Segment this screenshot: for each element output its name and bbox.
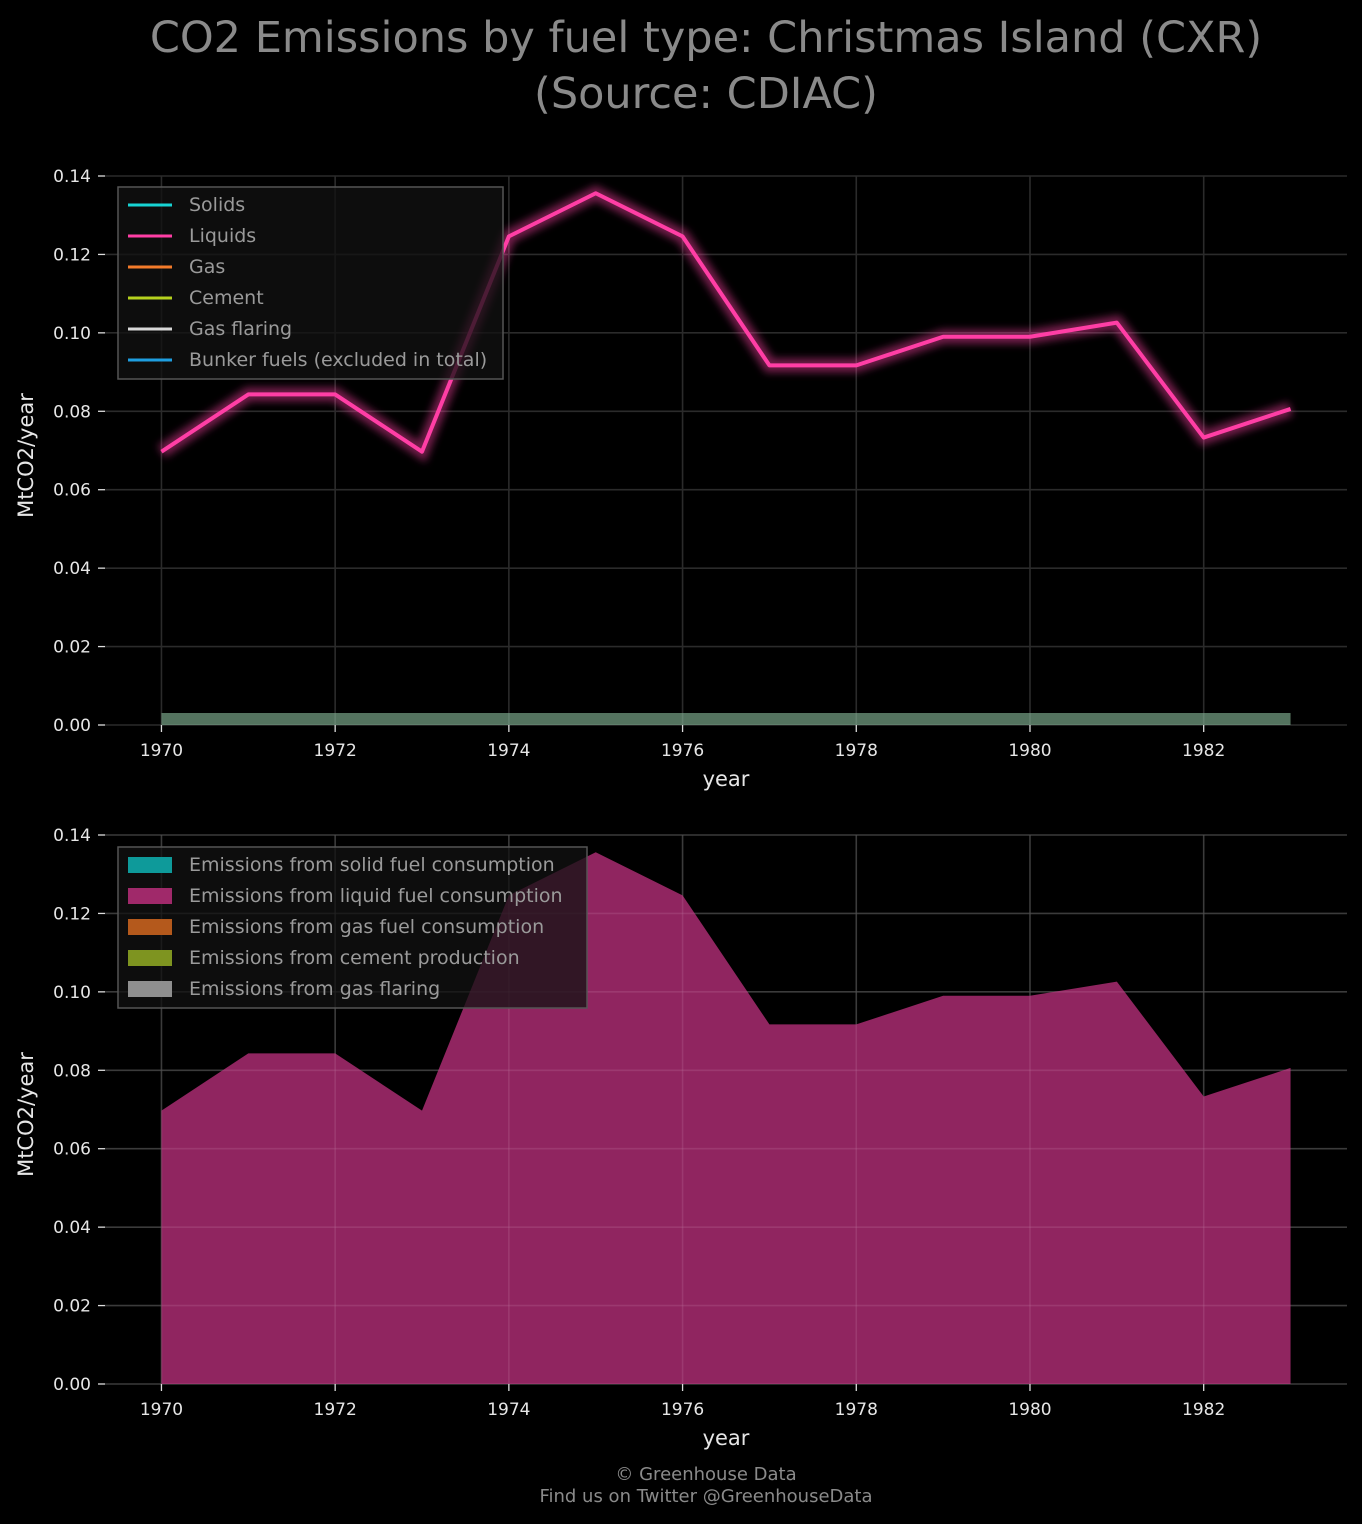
legend-label: Emissions from liquid fuel consumption xyxy=(189,885,563,907)
legend-swatch xyxy=(128,888,172,904)
legend-box xyxy=(117,186,504,380)
x-tick-label: 1978 xyxy=(835,1400,878,1420)
legend-label: Gas flaring xyxy=(189,318,292,340)
legend-label: Cement xyxy=(189,287,264,309)
chart-title-line2: (Source: CDIAC) xyxy=(534,69,878,119)
x-tick-label: 1970 xyxy=(140,1400,183,1420)
legend-swatch xyxy=(128,919,172,935)
x-tick-label: 1982 xyxy=(1182,741,1225,761)
y-tick-label: 0.04 xyxy=(53,559,91,579)
legend-swatch xyxy=(128,981,172,997)
x-tick-label: 1972 xyxy=(314,741,357,761)
y-tick-label: 0.06 xyxy=(53,481,91,501)
legend-label: Gas xyxy=(189,256,225,278)
y-tick-label: 0.10 xyxy=(53,983,91,1003)
y-tick-label: 0.00 xyxy=(53,716,91,736)
chart-title: CO2 Emissions by fuel type: Christmas Is… xyxy=(0,10,1362,122)
footer: © Greenhouse Data Find us on Twitter @Gr… xyxy=(0,1464,1362,1508)
legend-label: Emissions from solid fuel consumption xyxy=(189,854,555,876)
x-tick-label: 1974 xyxy=(487,741,530,761)
y-tick-label: 0.10 xyxy=(53,324,91,344)
x-axis-label: year xyxy=(703,1426,750,1450)
x-tick-label: 1976 xyxy=(661,1400,704,1420)
y-tick-label: 0.14 xyxy=(53,826,91,846)
x-tick-label: 1972 xyxy=(314,1400,357,1420)
legend-swatch xyxy=(128,950,172,966)
y-tick-label: 0.14 xyxy=(53,167,91,187)
y-tick-label: 0.02 xyxy=(53,638,91,658)
line-chart-panel: 0.00 0.02 0.04 0.06 0.08 0.10 0.12 0.14 1970 1972… xyxy=(14,167,1347,791)
x-tick-label: 1980 xyxy=(1008,1400,1051,1420)
y-tick-label: 0.00 xyxy=(53,1375,91,1395)
y-tick-label: 0.12 xyxy=(53,904,91,924)
legend-label: Solids xyxy=(189,194,245,216)
legend-swatch xyxy=(128,857,172,873)
y-tick-label: 0.08 xyxy=(53,1061,91,1081)
footer-twitter: Find us on Twitter @GreenhouseData xyxy=(539,1486,873,1507)
series-line-liquids xyxy=(160,191,1292,454)
x-tick-label: 1970 xyxy=(140,741,183,761)
y-tick-label: 0.08 xyxy=(53,402,91,422)
y-axis-label: MtCO2/year xyxy=(14,1052,38,1177)
x-tick-label: 1982 xyxy=(1182,1400,1225,1420)
chart-title-line1: CO2 Emissions by fuel type: Christmas Is… xyxy=(149,13,1263,63)
x-tick-label: 1976 xyxy=(661,741,704,761)
y-tick-label: 0.02 xyxy=(53,1297,91,1317)
y-tick-label: 0.06 xyxy=(53,1140,91,1160)
legend-label: Emissions from cement production xyxy=(189,947,520,969)
area-emissions-from-liquid-fuel-consumption xyxy=(161,852,1291,1384)
y-tick-label: 0.04 xyxy=(53,1218,91,1238)
x-tick-label: 1974 xyxy=(487,1400,530,1420)
legend-label: Emissions from gas flaring xyxy=(189,978,440,1000)
y-tick-label: 0.12 xyxy=(53,245,91,265)
area-chart-panel: 0.00 0.02 0.04 0.06 0.08 0.10 0.12 0.14 1970 1972… xyxy=(14,826,1347,1450)
legend-label: Bunker fuels (excluded in total) xyxy=(189,349,487,371)
footer-copyright: © Greenhouse Data xyxy=(615,1464,797,1485)
x-tick-label: 1978 xyxy=(835,741,878,761)
legend-box xyxy=(117,846,588,1009)
x-axis-label: year xyxy=(703,767,750,791)
legend-label: Emissions from gas fuel consumption xyxy=(189,916,544,938)
legend-label: Liquids xyxy=(189,225,256,247)
x-tick-label: 1980 xyxy=(1008,741,1051,761)
y-axis-label: MtCO2/year xyxy=(14,393,38,518)
